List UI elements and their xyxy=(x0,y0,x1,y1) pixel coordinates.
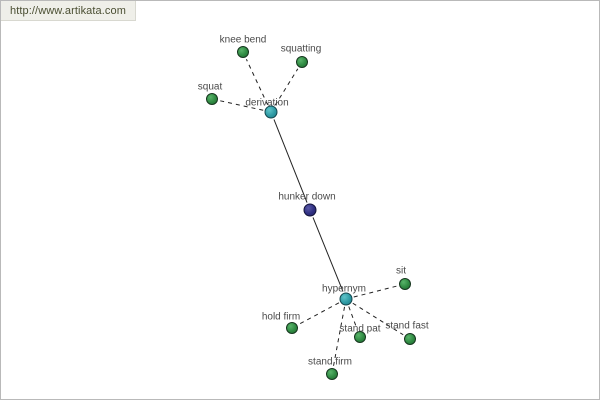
graph-node-squat[interactable] xyxy=(206,93,218,105)
graph-edge xyxy=(348,306,358,330)
graph-edge xyxy=(332,306,346,367)
graph-node-sit[interactable] xyxy=(399,278,411,290)
graph-node-derivation[interactable] xyxy=(264,105,278,119)
graph-edge xyxy=(219,100,264,111)
watermark-url-banner: http://www.artikata.com xyxy=(1,1,137,21)
graph-node-hold-firm[interactable] xyxy=(286,322,298,334)
graph-node-stand-firm[interactable] xyxy=(326,368,338,380)
watermark-url-text: http://www.artikata.com xyxy=(10,4,127,17)
graph-edge xyxy=(353,285,398,298)
graph-edge xyxy=(298,302,340,325)
graph-node-stand-fast[interactable] xyxy=(404,333,416,345)
edge-group xyxy=(219,59,404,367)
graph-edge xyxy=(274,68,299,106)
graph-edge xyxy=(273,119,308,203)
graph-node-knee-bend[interactable] xyxy=(237,46,249,58)
graph-edge xyxy=(312,217,344,292)
graph-node-stand-pat[interactable] xyxy=(354,331,366,343)
graph-node-squatting[interactable] xyxy=(296,56,308,68)
graph-edge xyxy=(352,302,404,336)
graph-edge xyxy=(245,59,269,105)
graph-node-hunker-down[interactable] xyxy=(303,203,317,217)
graph-node-hypernym[interactable] xyxy=(339,292,353,306)
